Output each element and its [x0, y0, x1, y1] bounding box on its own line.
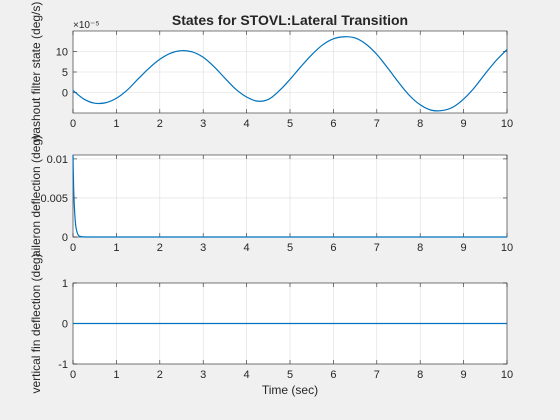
x-tick-label: 1: [113, 242, 119, 254]
x-tick-label: 10: [501, 369, 513, 381]
y-tick-label: 0.005: [40, 193, 68, 205]
x-tick-label: 6: [330, 369, 336, 381]
x-tick-label: 5: [287, 118, 293, 130]
x-tick-label: 7: [374, 369, 380, 381]
x-tick-label: 9: [461, 118, 467, 130]
x-tick-label: 2: [157, 118, 163, 130]
y-axis-label: washout filter state (deg/s): [29, 2, 43, 144]
y-tick-label: 1: [62, 278, 68, 290]
x-axis-label: Time (sec): [262, 383, 318, 397]
x-tick-label: 6: [330, 118, 336, 130]
x-tick-label: 7: [374, 118, 380, 130]
subplot-washout-filter-state: 0 1 2 3 4 5 6 7 8 9 10 0 5 10 ×10⁻⁵ States for STOVL:La…: [29, 2, 513, 144]
x-tick-label: 4: [244, 369, 250, 381]
x-tick-label: 5: [287, 242, 293, 254]
y-tick-label: -1: [58, 359, 68, 371]
y-axis-label: aileron deflection (deg): [29, 135, 43, 257]
x-tick-label: 9: [461, 242, 467, 254]
y-tick-label: 10: [56, 47, 68, 59]
x-tick-label: 4: [244, 242, 250, 254]
y-tick-label: 0: [62, 232, 68, 244]
x-tick-label: 3: [200, 242, 206, 254]
x-tick-label: 2: [157, 369, 163, 381]
y-tick-label: 0.01: [47, 154, 68, 166]
y-exponent-label: ×10⁻⁵: [73, 20, 99, 31]
subplot-aileron-deflection: 0 1 2 3 4 5 6 7 8 9 10 0 0.005 0.01 aileron deflection…: [29, 135, 513, 257]
x-tick-label: 10: [501, 242, 513, 254]
y-axis-label: vertical fin deflection (deg): [29, 253, 43, 393]
x-tick-label: 3: [200, 118, 206, 130]
x-tick-label: 6: [330, 242, 336, 254]
y-tick-label: 0: [62, 88, 68, 100]
x-tick-label: 9: [461, 369, 467, 381]
y-tick-label: 5: [62, 67, 68, 79]
x-tick-label: 1: [113, 369, 119, 381]
x-tick-label: 2: [157, 242, 163, 254]
x-tick-label: 10: [501, 118, 513, 130]
x-tick-label: 3: [200, 369, 206, 381]
x-tick-label: 8: [417, 118, 423, 130]
x-tick-label: 4: [244, 118, 250, 130]
x-tick-label: 7: [374, 242, 380, 254]
series-line: [72, 154, 507, 238]
x-tick-label: 0: [70, 118, 76, 130]
y-tick-label: 0: [62, 319, 68, 331]
chart-title: States for STOVL:Lateral Transition: [172, 12, 408, 28]
series-line: [72, 36, 508, 112]
x-tick-label: 8: [417, 242, 423, 254]
x-tick-label: 8: [417, 369, 423, 381]
x-tick-label: 1: [113, 118, 119, 130]
x-tick-label: 0: [70, 369, 76, 381]
x-tick-label: 0: [70, 242, 76, 254]
x-tick-label: 5: [287, 369, 293, 381]
